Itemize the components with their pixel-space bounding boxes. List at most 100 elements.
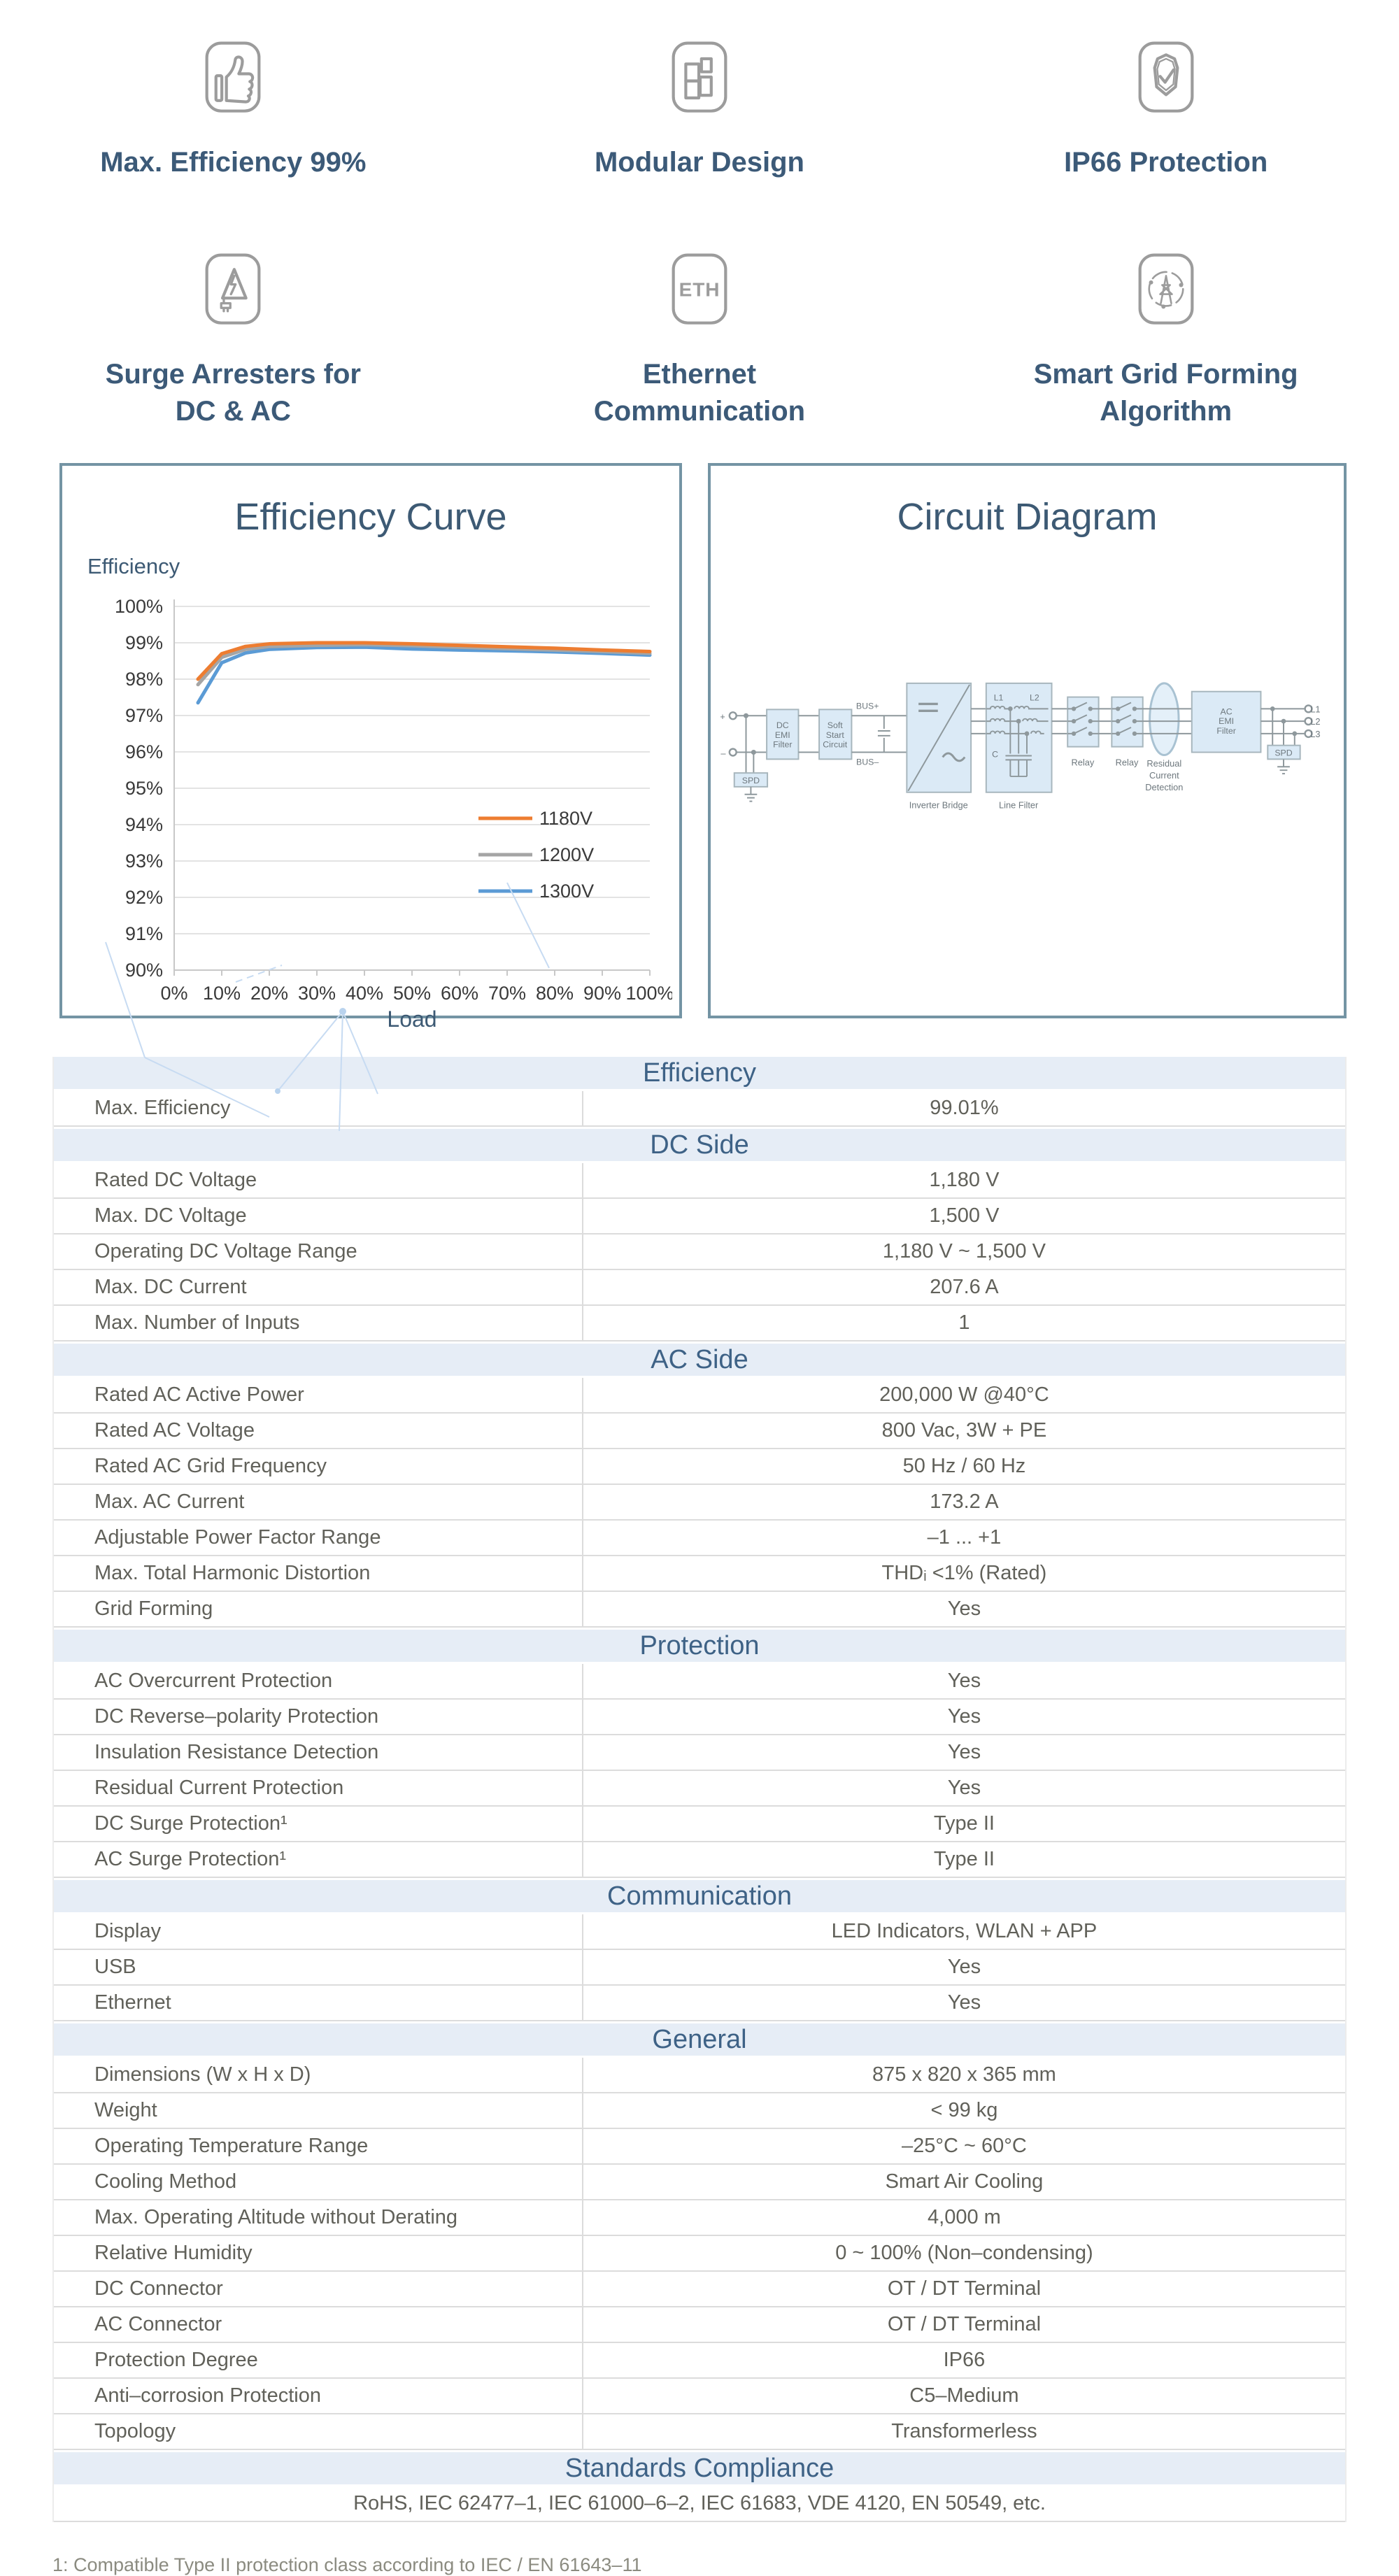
table-row: Weight < 99 kg [54,2093,1345,2130]
table-row: Max. Efficiency 99.01% [54,1091,1345,1127]
feature-label: Surge Arresters for DC & AC [105,358,361,427]
ac-l2-terminal [1303,717,1313,726]
table-row: Protection Degree IP66 [54,2343,1345,2379]
dc-emi-line3: Filter [773,740,792,750]
ac-l1-terminal [1303,704,1313,713]
y-tick-label: 92% [125,887,163,908]
section-header: General [54,2023,1345,2056]
line-filter-c-label: C [992,750,998,760]
table-row: AC Connector OT / DT Terminal [54,2307,1345,2344]
spec-label: Max. Number of Inputs [54,1306,583,1341]
table-row: Max. Number of Inputs 1 [54,1306,1345,1342]
feature-item-surge-arresters: Surge Arresters for DC & AC [0,251,467,430]
spec-label: AC Connector [54,2307,583,2342]
feature-item-ip66: IP66 Protection [932,39,1399,181]
y-tick-label: 100% [115,596,163,617]
series-line-1180V [196,641,652,681]
spec-label: Max. Total Harmonic Distortion [54,1556,583,1591]
modular-blocks-icon [672,41,727,113]
y-tick-label: 96% [125,741,163,762]
table-row: Max. AC Current 173.2 A [54,1485,1345,1521]
spec-value: OT / DT Terminal [887,2277,1042,2300]
ac-emi-line3: Filter [1216,726,1235,736]
table-row: Relative Humidity 0 ~ 100% (Non–condensin… [54,2236,1345,2272]
spec-label: Dimensions (W x H x D) [54,2058,583,2093]
table-row: Operating DC Voltage Range 1,180 V ~ 1,50… [54,1234,1345,1271]
spec-label: Weight [54,2093,583,2128]
spec-value: 0 ~ 100% (Non–condensing) [835,2242,1093,2265]
soft-start-line1: Soft [827,720,843,730]
spec-value: 1,500 V [929,1204,1000,1227]
line-filter-l1-label: L1 [993,693,1003,703]
spec-label: Display [54,1914,583,1949]
spec-value: Type II [933,1812,995,1835]
series-line-1300V [196,646,652,705]
spec-value: 173.2 A [930,1490,999,1514]
y-tick-label: 97% [125,705,163,726]
table-row: Max. DC Current 207.6 A [54,1270,1345,1307]
ac-l1-label: L1 [1310,704,1320,715]
table-row: Dimensions (W x H x D) 875 x 820 x 365 mm [54,2058,1345,2094]
rcd-ellipse [1148,682,1180,757]
spec-label: Max. DC Voltage [54,1199,583,1234]
y-tick-label: 98% [125,669,163,690]
spec-label: DC Reverse–polarity Protection [54,1700,583,1735]
x-tick-label: 20% [250,983,288,1004]
section-header: Protection [54,1630,1345,1663]
spec-value: IP66 [943,2349,986,2372]
table-row: DC Surge Protection¹ Type II [54,1807,1345,1843]
legend-label: 1200V [539,844,594,865]
dc-emi-line2: EMI [774,730,790,740]
panels-row: Efficiency Curve Efficiency 100% 99% 98% 97… [59,463,1347,1132]
relay1-label: Relay [1071,757,1094,768]
spec-value: Yes [947,1597,981,1621]
chart-title: Efficiency Curve [234,496,507,539]
rcd-label3: Detection [1145,782,1183,792]
spec-label: Operating DC Voltage Range [54,1234,583,1269]
x-tick-label: 80% [536,983,574,1004]
table-row: Operating Temperature Range –25°C ~ 60°C [54,2129,1345,2165]
surge-arrester-icon [205,253,261,325]
dc-emi-line1: DC [776,720,788,730]
feature-label: Max. Efficiency 99% [100,147,367,178]
spec-table: Efficiency Max. Efficiency 99.01% DC Side Ra… [52,1057,1347,2523]
spec-label: Relative Humidity [54,2236,583,2271]
series-line-1200V [196,643,652,687]
table-row: Max. Operating Altitude without Derating… [54,2200,1345,2237]
table-row: AC Surge Protection¹ Type II [54,1842,1345,1879]
dc-plus-terminal [728,711,737,720]
table-row: Max. Total Harmonic Distortion THDᵢ <1% (… [54,1556,1345,1593]
table-row: Residual Current Protection Yes [54,1771,1345,1807]
circuit-diagram-svg: + – SPD DC EMI Filter Soft [720,682,1320,811]
spec-label: Rated AC Voltage [54,1414,583,1449]
y-tick-label: 90% [125,960,163,981]
table-row: Rated AC Voltage 800 Vac, 3W + PE [54,1414,1345,1450]
spec-value: Smart Air Cooling [885,2170,1044,2193]
table-row: DC Connector OT / DT Terminal [54,2272,1345,2308]
x-tick-label: 60% [441,983,478,1004]
footnote: 1: Compatible Type II protection class a… [52,2554,642,2576]
spec-label: Protection Degree [54,2343,583,2378]
x-tick-label: 90% [583,983,621,1004]
x-tick-label: 50% [393,983,431,1004]
spec-value: –1 ... +1 [927,1526,1002,1549]
table-row: Ethernet Yes [54,1986,1345,2022]
spec-label: Topology [54,2414,583,2449]
spec-label: Max. Operating Altitude without Derating [54,2200,583,2235]
spec-label: Cooling Method [54,2165,583,2200]
spec-value: 200,000 W @40°C [879,1383,1049,1407]
spec-label: AC Overcurrent Protection [54,1664,583,1699]
ethernet-port-icon: ETH [672,253,727,325]
section-header: AC Side [54,1344,1345,1376]
feature-item-max-efficiency: Max. Efficiency 99% [0,39,467,181]
rcd-label2: Current [1149,770,1179,781]
bus-plus-label: BUS+ [855,702,879,711]
spec-label: Max. Efficiency [54,1091,583,1126]
inverter-bridge-label: Inverter Bridge [909,800,967,811]
table-row: DC Reverse–polarity Protection Yes [54,1700,1345,1736]
ac-spd-label: SPD [1274,748,1292,758]
y-tick-label: 95% [125,778,163,799]
soft-start-line2: Start [825,730,844,740]
x-tick-label: 100% [625,983,672,1004]
